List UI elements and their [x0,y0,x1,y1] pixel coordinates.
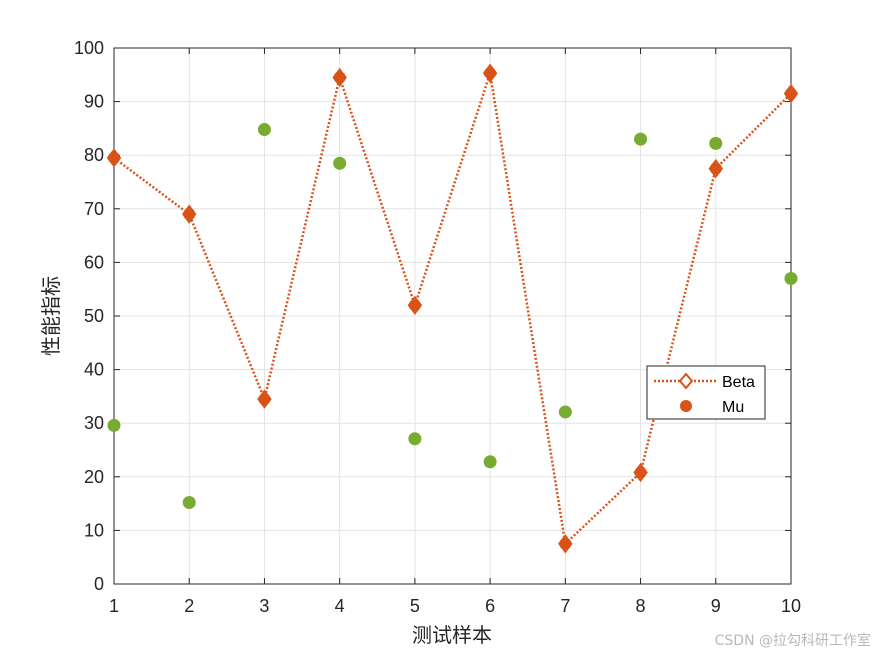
beta-point [558,534,573,554]
beta-point-fill [108,151,120,164]
beta-point [633,462,648,483]
y-tick-label: 60 [84,252,104,272]
watermark: CSDN @拉勾科研工作室 [714,633,871,649]
mu-point [558,405,572,419]
y-tick-label: 50 [84,306,104,326]
x-tick-label: 8 [636,596,646,616]
x-tick-label: 2 [184,596,194,616]
x-tick-label: 7 [560,596,570,616]
legend-beta-marker [678,372,694,390]
beta-point-fill [258,393,271,406]
legend: Beta Mu [646,365,766,420]
legend-mu-label: Mu [722,399,744,416]
y-tick-label: 70 [84,199,104,219]
series-mu [107,122,798,510]
y-axis-ticks: 0 10 20 30 40 50 60 70 80 90 100 [74,38,791,594]
mu-point [107,418,121,432]
x-tick-label: 9 [711,596,721,616]
beta-point-fill [559,537,572,550]
series-beta [106,63,799,554]
y-axis-label: 性能指标 [39,276,63,356]
y-tick-label: 0 [94,574,104,594]
x-tick-label: 10 [781,596,801,616]
beta-point [332,67,347,88]
beta-point [783,83,799,104]
x-tick-label: 6 [485,596,495,616]
beta-point [106,148,122,168]
beta-point [257,389,272,409]
mu-point [182,496,196,510]
y-tick-label: 100 [74,38,104,58]
beta-point-fill [484,67,497,80]
x-tick-label: 3 [259,596,269,616]
x-axis-ticks: 1 2 3 4 5 6 7 8 9 10 [109,48,801,616]
mu-point [634,132,648,146]
x-tick-label: 4 [335,596,345,616]
beta-point-fill [183,208,196,221]
grid-lines [113,47,792,585]
x-tick-label: 1 [109,596,119,616]
beta-point-fill [634,466,647,479]
y-tick-label: 30 [84,413,104,433]
y-tick-label: 90 [84,92,104,112]
x-tick-label: 5 [410,596,420,616]
legend-beta-label: Beta [722,374,755,391]
legend-mu-marker [680,400,692,412]
mu-point [333,156,347,170]
mu-point [784,271,798,285]
beta-point-fill [408,299,421,312]
beta-point [181,204,197,224]
beta-point [708,158,724,179]
y-tick-label: 80 [84,145,104,165]
mu-point [408,432,422,446]
beta-point [407,295,423,315]
mu-point [483,455,497,469]
beta-line [113,72,792,547]
mu-point [257,122,271,136]
mu-point [709,136,723,150]
y-tick-label: 20 [84,467,104,487]
beta-point-fill [333,71,346,84]
x-axis-label: 测试样本 [412,623,492,647]
y-tick-label: 10 [84,520,104,540]
legend-box [646,365,766,420]
beta-point-fill [785,87,797,100]
beta-point [482,63,498,83]
beta-point-fill [709,162,722,175]
y-tick-label: 40 [84,360,104,380]
